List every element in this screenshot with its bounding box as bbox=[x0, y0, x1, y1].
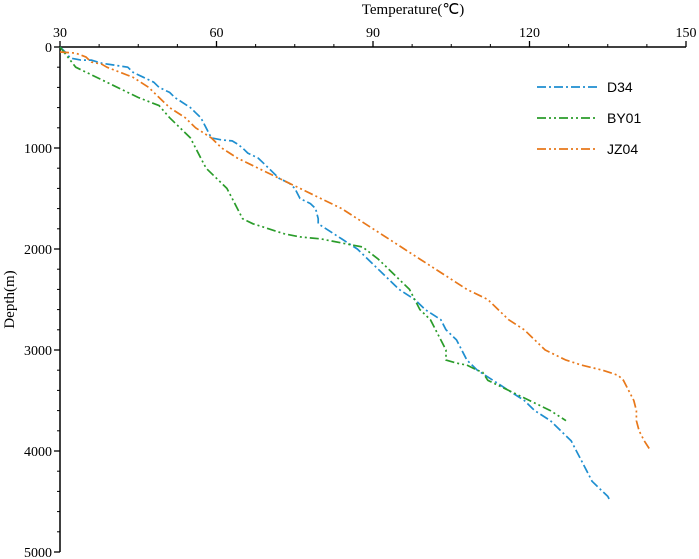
x-tick-label: 30 bbox=[53, 26, 67, 41]
series-layer bbox=[59, 46, 651, 502]
legend-label-by01: BY01 bbox=[607, 110, 641, 126]
axes: 30 60 90 120 150 0 1000 2000 3000 4000 5000 bbox=[24, 26, 697, 559]
y-tick-label: 2000 bbox=[24, 243, 52, 258]
x-tick-label: 60 bbox=[210, 26, 224, 41]
x-axis-title: Temperature(℃) bbox=[362, 2, 464, 18]
series-line-d34 bbox=[59, 46, 612, 502]
legend: D34 BY01 JZ04 bbox=[537, 79, 641, 157]
series-line-by01 bbox=[59, 46, 567, 422]
x-tick-label: 90 bbox=[366, 26, 380, 41]
x-tick-label: 120 bbox=[519, 26, 540, 41]
legend-label-d34: D34 bbox=[607, 79, 633, 95]
y-tick-label: 4000 bbox=[24, 445, 52, 460]
legend-label-jz04: JZ04 bbox=[607, 141, 638, 157]
series-line-jz04 bbox=[59, 51, 651, 450]
y-tick-label: 0 bbox=[45, 41, 52, 56]
x-tick-label: 150 bbox=[676, 26, 697, 41]
y-tick-label: 1000 bbox=[24, 142, 52, 157]
y-tick-label: 5000 bbox=[24, 546, 52, 559]
y-tick-label: 3000 bbox=[24, 344, 52, 359]
y-axis-title: Depth(m) bbox=[2, 270, 18, 328]
